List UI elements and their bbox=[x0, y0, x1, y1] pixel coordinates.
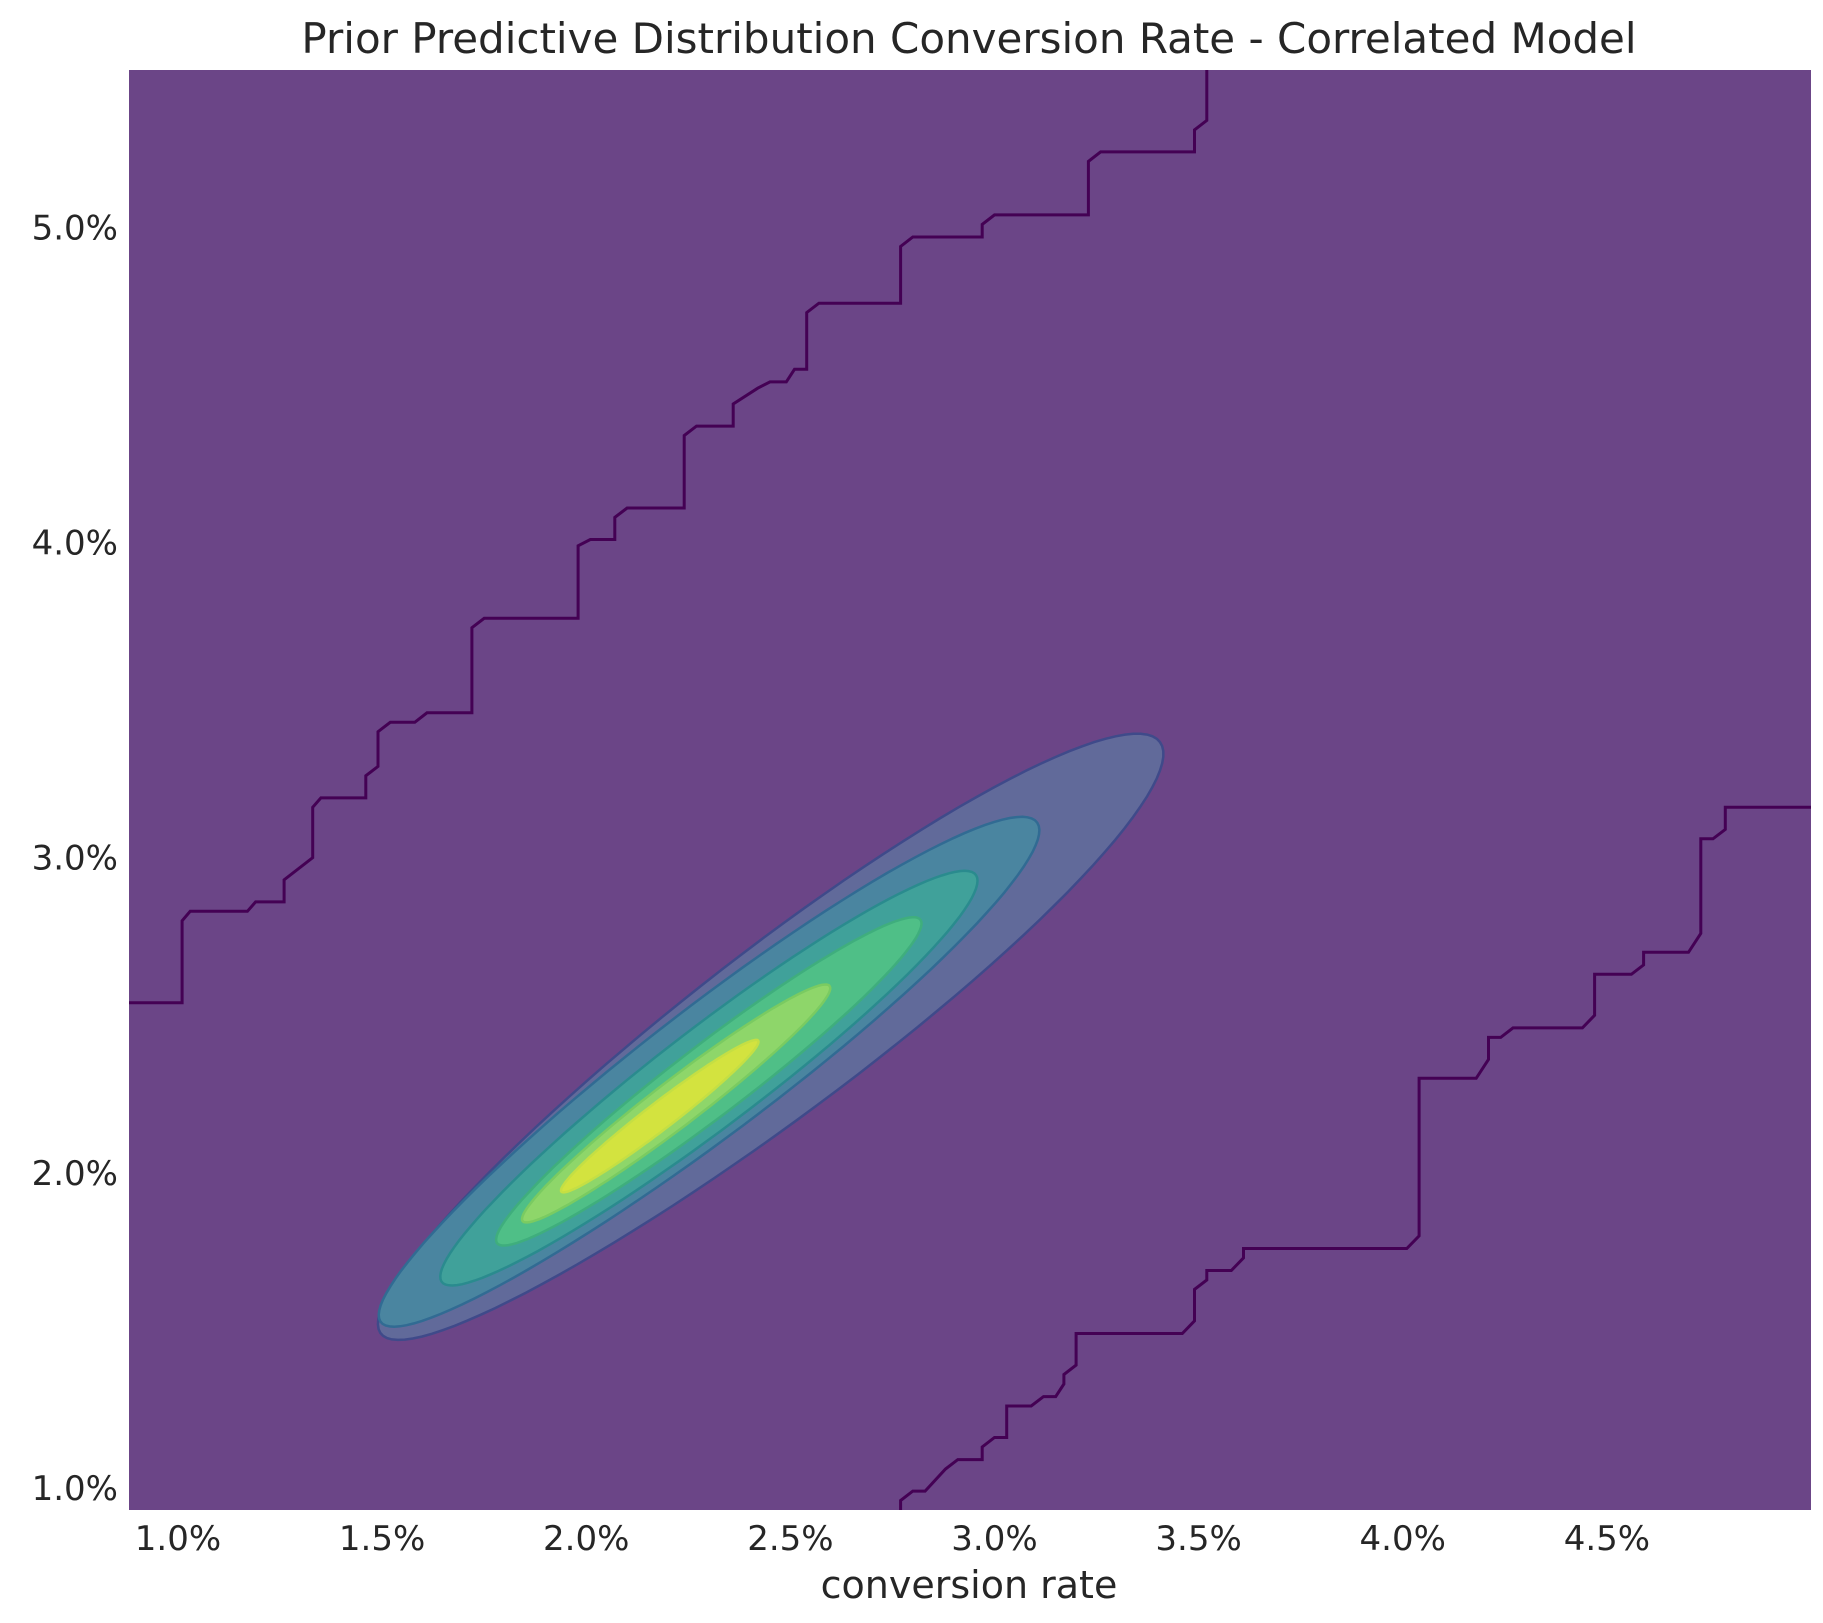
x-axis-label: conversion rate bbox=[821, 1563, 1118, 1607]
x-axis-ticks: 1.0% 1.5% 2.0% 2.5% 3.0% 3.5% 4.0% 4.5% bbox=[135, 1519, 1650, 1559]
plot-area bbox=[129, 70, 1811, 1510]
contour-level-background bbox=[129, 70, 1811, 1510]
x-tick-label: 3.5% bbox=[1155, 1519, 1241, 1559]
chart-title: Prior Predictive Distribution Conversion… bbox=[301, 14, 1636, 63]
contour-level-6 bbox=[559, 1038, 760, 1194]
y-tick-label: 2.0% bbox=[32, 1154, 118, 1194]
outer-contour-lower bbox=[899, 805, 1811, 1510]
y-tick-label: 5.0% bbox=[32, 209, 118, 249]
y-tick-label: 1.0% bbox=[32, 1469, 118, 1509]
x-tick-label: 1.5% bbox=[339, 1519, 425, 1559]
outer-contour-upper bbox=[129, 70, 1209, 1005]
x-tick-label: 4.5% bbox=[1564, 1519, 1650, 1559]
y-tick-label: 3.0% bbox=[32, 839, 118, 879]
y-tick-label: 4.0% bbox=[32, 524, 118, 564]
x-tick-label: 4.0% bbox=[1360, 1519, 1446, 1559]
y-axis-ticks: 1.0% 2.0% 3.0% 4.0% 5.0% bbox=[32, 209, 118, 1509]
x-tick-label: 1.0% bbox=[135, 1519, 221, 1559]
x-tick-label: 2.5% bbox=[747, 1519, 833, 1559]
x-tick-label: 3.0% bbox=[951, 1519, 1037, 1559]
x-tick-label: 2.0% bbox=[543, 1519, 629, 1559]
